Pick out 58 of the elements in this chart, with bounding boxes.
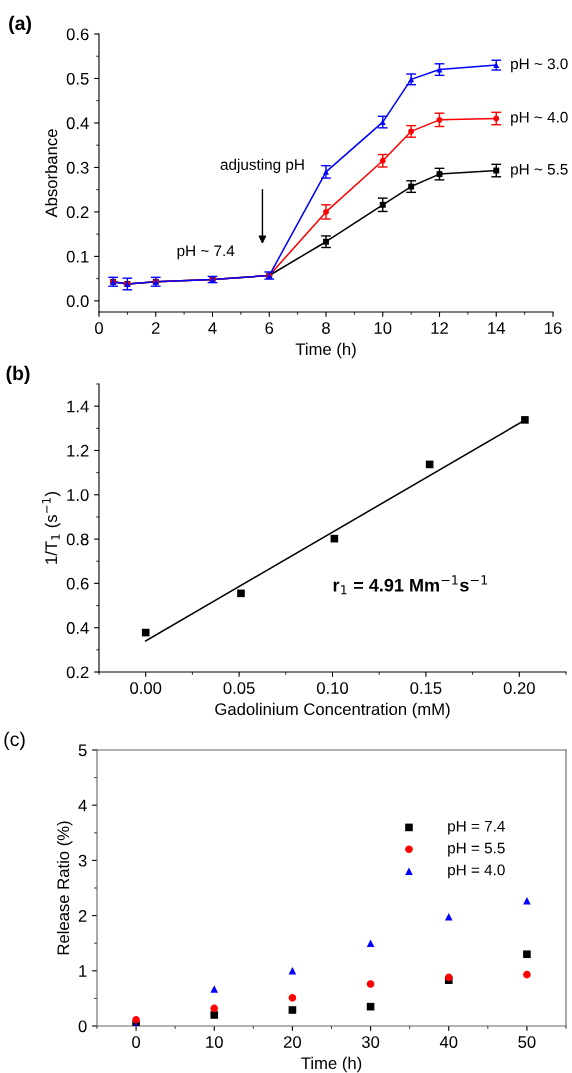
y-tick-label: 0.6 (66, 28, 89, 41)
y-tick-label: 0.2 (66, 666, 89, 679)
y-tick-label: 1 (79, 965, 87, 977)
y-axis-title: Release Ratio (%) (56, 821, 73, 955)
y-tick-label: 0.4 (66, 117, 89, 130)
chart-title: (a) (9, 15, 31, 34)
x-tick-label: 0.00 (130, 682, 162, 694)
x-tick-label: 8 (322, 322, 330, 334)
y-tick-label: 0.3 (66, 161, 89, 174)
x-tick-label: 0.05 (223, 682, 255, 694)
x-tick-label: 4 (208, 322, 217, 334)
y-tick-label: 0.8 (66, 533, 89, 546)
x-tick-label: 0 (95, 322, 103, 334)
series-label: pH ~ 3.0 (511, 58, 568, 73)
y-tick-label: 5 (78, 744, 87, 757)
annotation: pH ~ 7.4 (177, 245, 235, 260)
y-tick-label: 4 (78, 799, 87, 812)
x-tick-label: 0 (132, 1036, 141, 1048)
y-axis-title: Absorbance (45, 129, 58, 218)
annotation: adjusting pH (220, 158, 304, 173)
y-tick-label: 2 (78, 910, 87, 922)
x-axis-title: Gadolinium Concentration (mM) (215, 702, 450, 719)
series-label: pH ~ 5.5 (511, 163, 568, 178)
x-tick-label: 16 (545, 322, 562, 334)
x-tick-label: 14 (488, 322, 506, 334)
y-axis-title: 1/T$_{1}$ (s$^{−1}$) (42, 492, 61, 564)
x-tick-label: 12 (431, 322, 448, 334)
chart-title: (c) (4, 731, 25, 750)
y-tick-label: 0.4 (66, 622, 89, 634)
x-tick-label: 6 (265, 322, 274, 334)
y-tick-label: 1.2 (67, 444, 89, 457)
series-label: pH ~ 4.0 (511, 111, 568, 126)
x-tick-label: 2 (151, 322, 160, 334)
x-tick-label: 0.10 (316, 682, 349, 694)
x-axis-title: Time (h) (295, 342, 356, 359)
y-tick-label: 0.0 (66, 295, 89, 308)
y-tick-label: 0.6 (66, 577, 89, 590)
y-tick-label: 0.5 (66, 72, 89, 85)
x-tick-label: 0.15 (410, 682, 442, 694)
legend-label: pH = 4.0 (448, 864, 505, 879)
legend-label: pH = 5.5 (448, 842, 505, 857)
y-tick-label: 1.4 (67, 400, 89, 413)
y-tick-label: 1.0 (67, 489, 89, 501)
y-tick-label: 0.2 (66, 206, 89, 219)
x-tick-label: 10 (206, 1036, 223, 1048)
legend-label: pH = 7.4 (448, 820, 505, 835)
y-tick-label: 0 (78, 1020, 87, 1033)
x-tick-label: 40 (439, 1036, 458, 1048)
x-tick-label: 30 (361, 1036, 380, 1048)
x-tick-label: 10 (374, 322, 392, 334)
x-tick-label: 50 (518, 1036, 536, 1048)
x-tick-label: 20 (283, 1036, 302, 1048)
chart-title: (b) (6, 365, 30, 384)
x-tick-label: 0.20 (503, 682, 535, 694)
y-tick-label: 0.1 (66, 250, 89, 263)
y-tick-label: 3 (78, 854, 87, 867)
annotation: r$_{1}$ = 4.91 Mm$^{−1}$s$^{−1}$ (333, 575, 488, 595)
x-axis-title: Time (h) (301, 1056, 362, 1073)
